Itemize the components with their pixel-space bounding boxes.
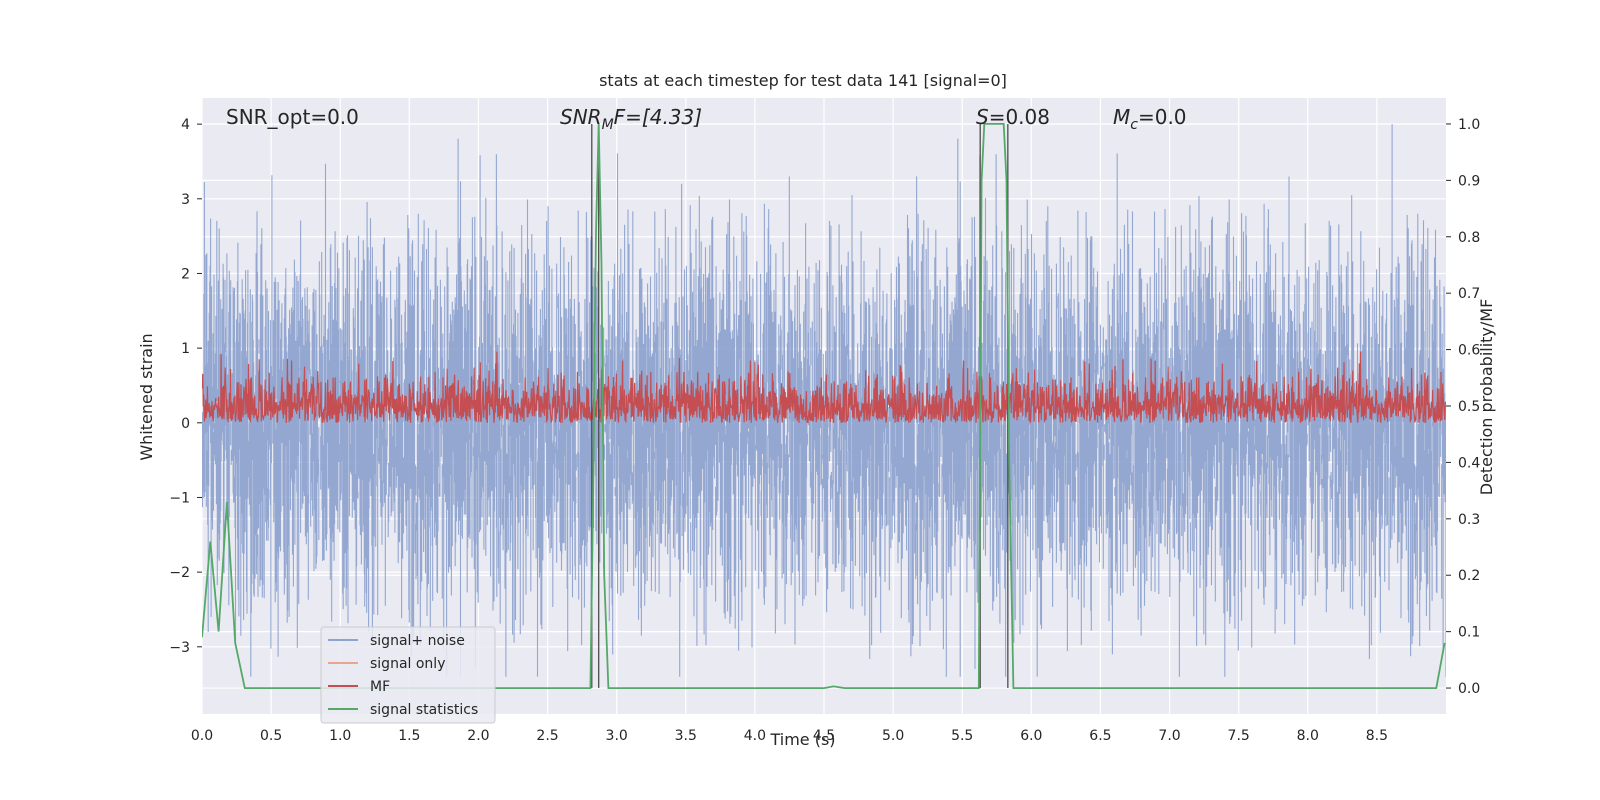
legend-box — [320, 626, 496, 724]
x-tick-label: 0.5 — [260, 728, 282, 744]
y2-tick-label: 0.1 — [1458, 625, 1480, 641]
x-axis-label: Time (s) — [769, 730, 835, 749]
y-tick-label: 3 — [181, 192, 190, 208]
x-tick-label: 7.5 — [1228, 728, 1250, 744]
y-axis-ticks: −3 −2 −1 0 1 2 3 4 — [169, 117, 202, 656]
x-tick-label: 1.0 — [329, 728, 351, 744]
y2-tick-label: 1.0 — [1458, 117, 1480, 133]
x-tick-label: 2.5 — [536, 728, 558, 744]
legend: signal+ noise signal only MF signal stat… — [320, 626, 496, 724]
y-tick-label: 4 — [181, 117, 190, 133]
x-tick-label: 3.5 — [675, 728, 697, 744]
y2-tick-label: 0.9 — [1458, 173, 1480, 189]
series-signal-statistics — [202, 123, 1446, 689]
x-tick-label: 4.0 — [744, 728, 766, 744]
y-tick-label: 2 — [181, 266, 190, 282]
y-tick-label: −2 — [169, 565, 190, 581]
y2-tick-label: 0.5 — [1458, 399, 1480, 415]
y2-axis-ticks: 0.0 0.1 0.2 0.3 0.4 0.5 0.6 0.7 0.8 0.9 1.0 — [1446, 117, 1480, 697]
y-tick-label: 1 — [181, 341, 190, 357]
y2-tick-label: 0.7 — [1458, 286, 1480, 302]
x-tick-label: 1.5 — [398, 728, 420, 744]
y-tick-label: −3 — [169, 640, 190, 656]
annotation-mc: Mc=0.0 — [1113, 105, 1187, 133]
x-tick-label: 0.0 — [191, 728, 213, 744]
x-axis-ticks: 0.0 0.5 1.0 1.5 2.0 2.5 3.0 3.5 4.0 4.5 5.0 5.5 6.0 6… — [191, 728, 1388, 744]
legend-label-signal-noise: signal+ noise — [370, 633, 465, 649]
series-mf — [202, 351, 1446, 424]
x-tick-label: 3.0 — [606, 728, 628, 744]
annotation-snr-mf: SNRMF=[4.33] — [560, 105, 702, 133]
x-tick-label: 5.0 — [882, 728, 904, 744]
y2-tick-label: 0.2 — [1458, 568, 1480, 584]
x-tick-label: 5.5 — [951, 728, 973, 744]
x-tick-label: 6.0 — [1020, 728, 1042, 744]
y2-tick-label: 0.6 — [1458, 343, 1480, 359]
legend-label-signal-only: signal only — [370, 656, 445, 672]
y2-tick-label: 0.4 — [1458, 455, 1480, 471]
y-tick-label: −1 — [169, 490, 190, 506]
x-tick-label: 8.5 — [1366, 728, 1388, 744]
x-tick-label: 2.0 — [467, 728, 489, 744]
legend-label-mf: MF — [370, 679, 390, 695]
chart-title: stats at each timestep for test data 141… — [599, 71, 1007, 90]
legend-label-signal-statistics: signal statistics — [370, 702, 478, 718]
x-tick-label: 6.5 — [1089, 728, 1111, 744]
y-tick-label: 0 — [181, 416, 190, 432]
x-tick-label: 8.0 — [1297, 728, 1319, 744]
series-line-signal-statistics — [202, 123, 1446, 689]
y2-tick-label: 0.8 — [1458, 230, 1480, 246]
y2-axis-label: Detection probability/MF — [1477, 299, 1496, 496]
annotation-s: S=0.08 — [976, 105, 1050, 129]
y-axis-label: Whitened strain — [137, 333, 156, 460]
y2-tick-label: 0.3 — [1458, 512, 1480, 528]
series-line-mf — [202, 351, 1446, 424]
annotation-snr-opt: SNR_opt=0.0 — [226, 105, 359, 129]
x-tick-label: 7.0 — [1158, 728, 1180, 744]
y2-tick-label: 0.0 — [1458, 681, 1480, 697]
x-tick-label: 4.5 — [813, 728, 835, 744]
